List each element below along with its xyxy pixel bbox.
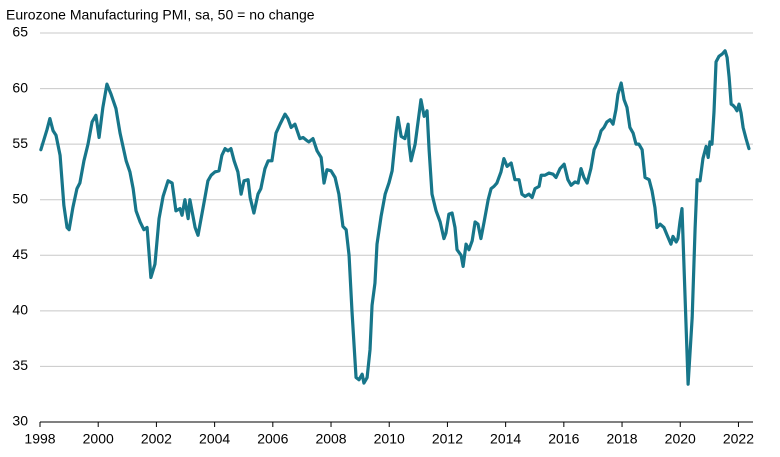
y-tick-label: 50 (12, 190, 28, 206)
y-tick-label: 40 (12, 302, 28, 318)
x-tick-label: 2018 (606, 431, 637, 447)
x-tick-label: 2020 (665, 431, 696, 447)
x-tick-label: 2000 (83, 431, 114, 447)
y-tick-label: 60 (12, 79, 28, 95)
x-tick-label: 2002 (141, 431, 172, 447)
x-tick-label: 2004 (199, 431, 230, 447)
y-tick-label: 55 (12, 135, 28, 151)
y-tick-label: 65 (12, 24, 28, 40)
chart-title: Eurozone Manufacturing PMI, sa, 50 = no … (6, 7, 315, 23)
x-tick-label: 2006 (257, 431, 288, 447)
y-tick-label: 35 (12, 357, 28, 373)
x-tick-label: 2022 (723, 431, 754, 447)
x-tick-label: 2012 (432, 431, 463, 447)
x-tick-label: 2016 (548, 431, 579, 447)
y-tick-label: 45 (12, 246, 28, 262)
x-tick-label: 1998 (24, 431, 55, 447)
x-tick-label: 2008 (315, 431, 346, 447)
x-tick-label: 2010 (374, 431, 405, 447)
y-tick-label: 30 (12, 413, 28, 429)
x-tick-label: 2014 (490, 431, 521, 447)
data-line (39, 49, 751, 386)
